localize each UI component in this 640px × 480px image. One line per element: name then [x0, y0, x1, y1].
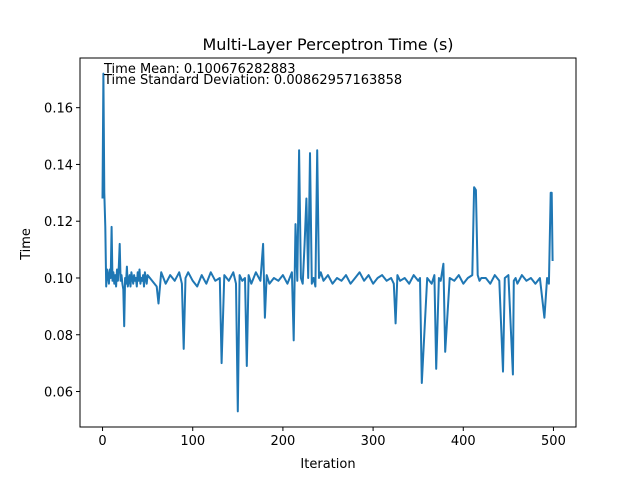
series-line-0 — [101, 72, 554, 413]
chart-title: Multi-Layer Perceptron Time (s) — [202, 35, 453, 54]
x-tick-label: 200 — [270, 434, 295, 449]
x-tick-label: 300 — [361, 434, 386, 449]
x-tick-label: 400 — [451, 434, 476, 449]
y-tick-label: 0.16 — [44, 102, 73, 117]
x-tick-label: 100 — [180, 434, 205, 449]
annotation-mean: Time Mean: 0.100676282883 — [103, 62, 296, 77]
x-tick-label: 500 — [541, 434, 566, 449]
y-tick-label: 0.10 — [44, 272, 73, 287]
x-tick-label: 0 — [98, 434, 106, 449]
axes-frame — [79, 57, 577, 428]
x-axis-label: Iteration — [300, 457, 355, 472]
y-tick-label: 0.06 — [44, 386, 73, 401]
y-tick-label: 0.08 — [44, 329, 73, 344]
annotation-std: Time Standard Deviation: 0.0086295716385… — [103, 73, 402, 88]
y-tick-label: 0.14 — [44, 158, 73, 173]
y-tick-label: 0.12 — [44, 215, 73, 230]
plot-area: 0 100 200 300 400 500 0.06 0.08 0.10 0.12 0.14 0.16 — [44, 57, 577, 449]
y-axis-label: Time — [19, 228, 34, 261]
